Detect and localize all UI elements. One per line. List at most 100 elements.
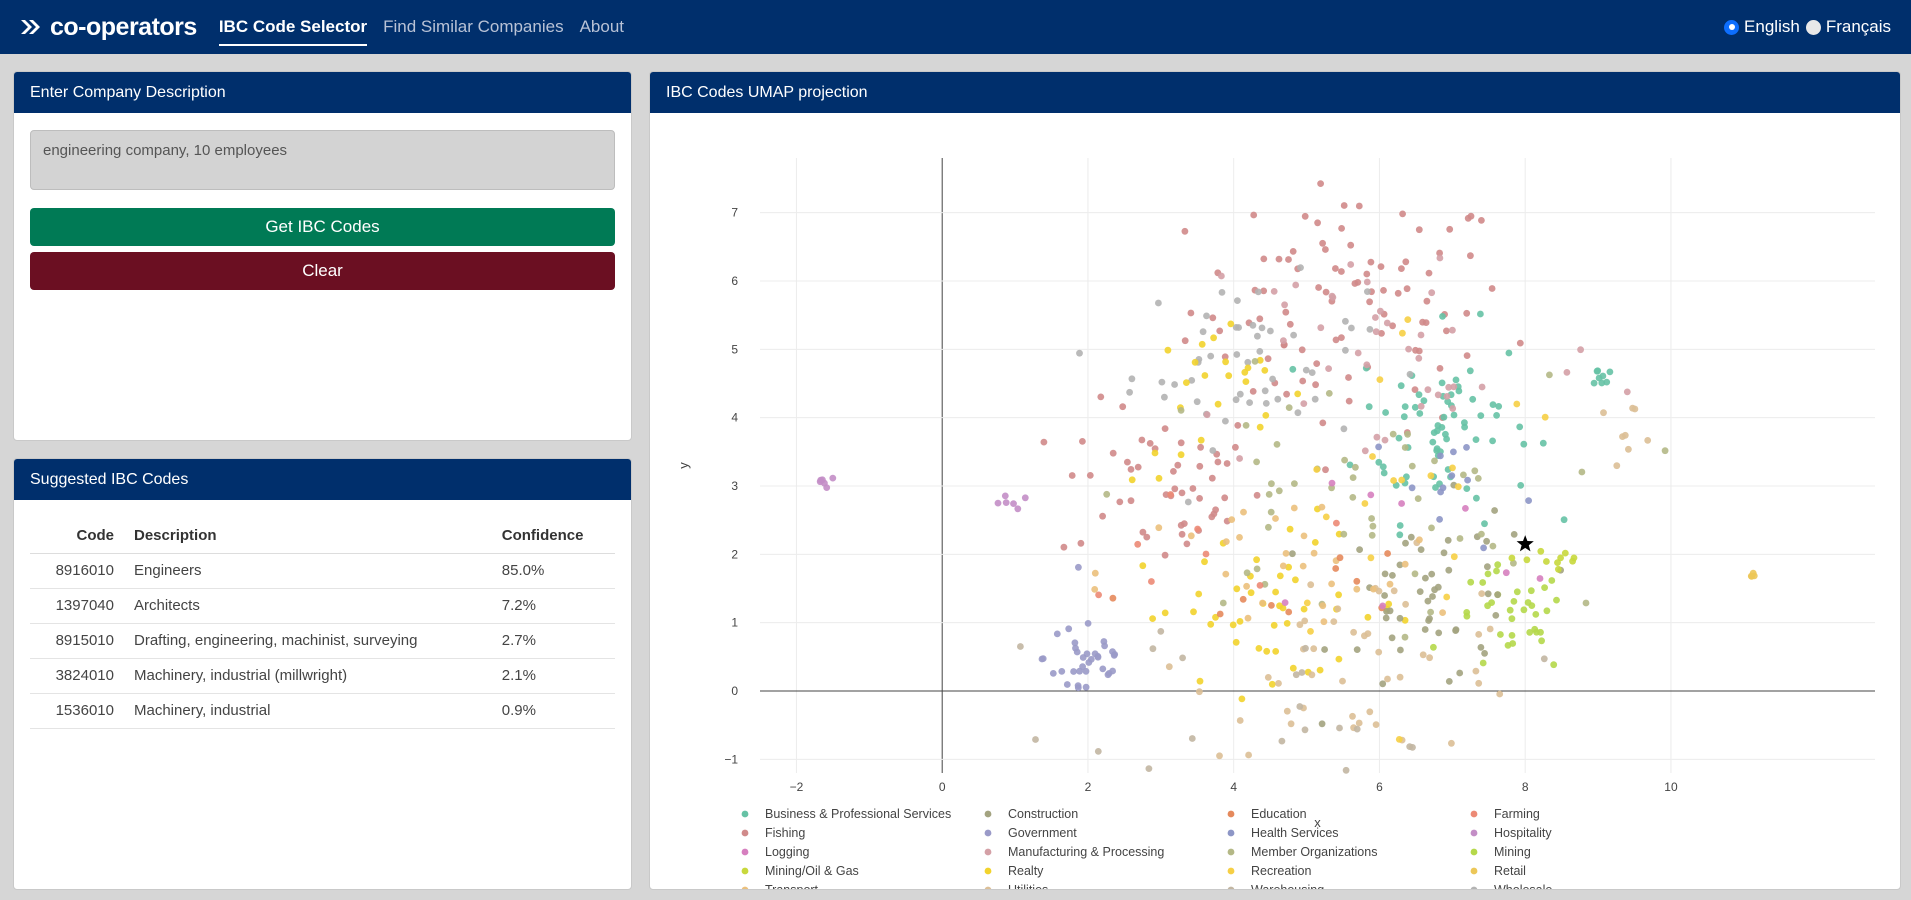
language-radio-french[interactable]: Français <box>1805 17 1891 37</box>
data-point <box>1196 495 1203 502</box>
x-tick-label: 0 <box>939 780 946 794</box>
data-point <box>1292 671 1300 679</box>
data-point <box>1450 553 1458 561</box>
legend-item[interactable]: Construction <box>984 807 1079 821</box>
data-point <box>1401 616 1409 624</box>
data-point <box>1416 588 1424 595</box>
y-axis-title: y <box>676 462 691 469</box>
legend-item[interactable]: Wholesale <box>1470 883 1553 889</box>
company-description-input[interactable]: engineering company, 10 employees <box>30 130 615 190</box>
data-point <box>1187 532 1195 540</box>
data-point <box>1355 202 1363 210</box>
data-point <box>1555 565 1562 573</box>
data-point <box>1267 508 1275 516</box>
brand-name: co-operators <box>50 12 197 41</box>
umap-projection-card: IBC Codes UMAP projection −2 0 2 4 6 8 10 −1 0 1 2… <box>649 71 1901 890</box>
legend-label: Wholesale <box>1494 883 1552 889</box>
data-point <box>1290 504 1298 512</box>
legend-item[interactable]: Manufacturing & Processing <box>984 845 1165 859</box>
data-point <box>1463 309 1471 317</box>
data-point <box>1396 522 1404 529</box>
data-point <box>1429 438 1437 446</box>
legend-label: Health Services <box>1251 826 1339 840</box>
nav-link-find-similar-companies[interactable]: Find Similar Companies <box>383 17 564 36</box>
legend-item[interactable]: Transport <box>741 883 819 889</box>
legend-marker <box>1470 810 1478 818</box>
table-row[interactable]: 8916010 Engineers 85.0% <box>30 553 615 589</box>
language-radio-english[interactable]: English <box>1724 17 1800 37</box>
data-point <box>1322 288 1330 296</box>
data-point <box>1216 752 1223 760</box>
legend-item[interactable]: Government <box>984 826 1078 840</box>
legend-item[interactable]: Hospitality <box>1470 826 1553 840</box>
data-point <box>1388 634 1396 642</box>
nav-link-ibc-code-selector[interactable]: IBC Code Selector <box>218 0 368 54</box>
data-point <box>1249 388 1257 395</box>
data-point <box>1119 403 1127 411</box>
data-point <box>1038 655 1046 663</box>
nav-link-about[interactable]: About <box>579 17 625 36</box>
data-point <box>1466 367 1474 375</box>
data-point <box>1308 671 1316 679</box>
data-point <box>1332 336 1340 344</box>
legend-item[interactable]: Health Services <box>1227 826 1339 840</box>
column-header-code: Code <box>30 519 124 554</box>
clear-button[interactable]: Clear <box>30 252 615 290</box>
data-point <box>1002 499 1010 506</box>
legend-item[interactable]: Business & Professional Services <box>741 807 952 821</box>
data-point <box>1493 412 1500 419</box>
data-point <box>1478 590 1486 597</box>
legend-item[interactable]: Realty <box>984 864 1045 878</box>
data-point <box>1408 462 1416 470</box>
data-point <box>1310 549 1318 557</box>
legend-item[interactable]: Warehousing <box>1227 883 1325 889</box>
data-point <box>1290 331 1297 339</box>
data-point <box>1526 629 1534 636</box>
data-point <box>1386 580 1394 588</box>
legend-item[interactable]: Recreation <box>1227 864 1312 878</box>
legend-label: Farming <box>1494 807 1540 821</box>
table-row[interactable]: 8915010 Drafting, engineering, machinist… <box>30 623 615 659</box>
legend-item[interactable]: Education <box>1227 807 1307 821</box>
table-row[interactable]: 1397040 Architects 7.2% <box>30 588 615 624</box>
legend-item[interactable]: Mining/Oil & Gas <box>741 864 859 878</box>
data-point <box>1404 316 1412 323</box>
legend-label: Realty <box>1008 864 1044 878</box>
data-point <box>1523 556 1531 564</box>
radio-selected-icon <box>1724 19 1740 35</box>
data-point <box>1128 375 1136 383</box>
data-point <box>1347 261 1355 268</box>
data-point <box>1151 449 1159 457</box>
legend-item[interactable]: Retail <box>1470 864 1526 878</box>
data-point <box>1460 471 1467 479</box>
legend-item[interactable]: Farming <box>1470 807 1540 821</box>
data-point <box>1439 313 1446 320</box>
data-point <box>1109 648 1116 655</box>
table-row[interactable]: 1536010 Machinery, industrial 0.9% <box>30 693 615 729</box>
umap-scatter-plot[interactable]: −2 0 2 4 6 8 10 −1 0 1 2 3 4 5 6 7 x y Business & Professi… <box>650 113 1900 889</box>
table-row[interactable]: 3824010 Machinery, industrial (millwrigh… <box>30 658 615 694</box>
data-point <box>1040 438 1048 446</box>
data-point <box>1302 644 1309 652</box>
data-point <box>1207 352 1215 360</box>
data-point <box>1379 463 1387 471</box>
legend-label: Hospitality <box>1494 826 1552 840</box>
legend-item[interactable]: Member Organizations <box>1227 845 1378 859</box>
data-point <box>1240 508 1247 516</box>
data-point <box>1533 628 1540 636</box>
data-point <box>1143 533 1151 541</box>
data-point <box>1554 559 1561 566</box>
legend-item[interactable]: Fishing <box>741 826 806 840</box>
data-point <box>1365 403 1373 411</box>
data-point <box>1450 383 1458 391</box>
legend-item[interactable]: Utilities <box>984 883 1049 889</box>
data-point <box>1307 628 1314 635</box>
legend-item[interactable]: Logging <box>741 845 810 859</box>
legend-item[interactable]: Mining <box>1470 845 1531 859</box>
get-ibc-codes-button[interactable]: Get IBC Codes <box>30 208 615 246</box>
data-point <box>1060 543 1068 551</box>
data-point <box>1317 180 1324 187</box>
legend-label: Manufacturing & Processing <box>1008 845 1164 859</box>
data-point <box>1321 646 1328 653</box>
brand-logo[interactable]: co-operators <box>18 13 197 42</box>
